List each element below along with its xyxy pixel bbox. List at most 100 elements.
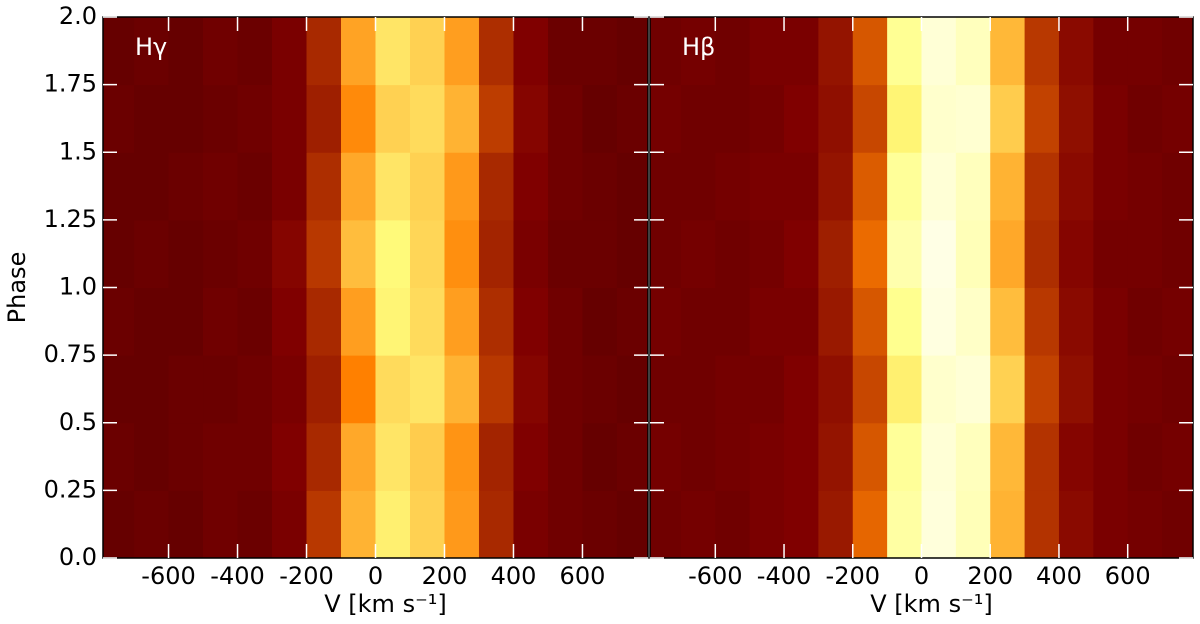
heatmap-cell	[990, 287, 1026, 356]
heatmap-cell	[818, 490, 854, 558]
heatmap-cell	[1127, 84, 1163, 153]
heatmap-cell	[306, 219, 342, 288]
heatmap-cell	[306, 17, 342, 86]
heatmap-cell	[921, 490, 957, 558]
heatmap-cell	[272, 287, 308, 356]
heatmap-cell	[818, 355, 854, 424]
heatmap-cell	[168, 219, 204, 288]
heatmap-cell	[1093, 219, 1129, 288]
heatmap-cell	[784, 355, 819, 424]
heatmap-cell	[582, 84, 618, 153]
y-tick-label: 1.25	[44, 205, 97, 233]
heatmap-cell	[616, 422, 648, 491]
heatmap-cell	[1162, 355, 1193, 424]
heatmap-cell	[237, 355, 273, 424]
heatmap-cell	[715, 17, 751, 86]
heatmap-cell	[887, 219, 922, 288]
heatmap-cell	[616, 219, 648, 288]
heatmap-cell	[444, 84, 480, 153]
heatmap-cell	[921, 355, 957, 424]
heatmap-cell	[852, 152, 888, 221]
heatmap-cell	[513, 355, 549, 424]
heatmap-cell	[1093, 152, 1129, 221]
heatmap-cell	[134, 17, 170, 86]
heatmap-cell	[547, 355, 583, 424]
heatmap-cell	[168, 17, 204, 86]
heatmap-cell	[818, 84, 854, 153]
x-tick-label: -200	[826, 562, 880, 590]
heatmap-cell	[547, 490, 583, 558]
heatmap-cell	[478, 219, 514, 288]
heatmap-cell	[1093, 355, 1129, 424]
heatmap-cell	[715, 152, 751, 221]
heatmap-cell	[1024, 219, 1060, 288]
heatmap-cell	[409, 84, 445, 153]
heatmap-cell	[444, 490, 480, 558]
x-tick-label: 400	[491, 562, 537, 590]
heatmap-cell	[1024, 84, 1060, 153]
heatmap-cell	[852, 17, 888, 86]
heatmap-cell	[1127, 287, 1163, 356]
heatmap-cell	[237, 152, 273, 221]
heatmap-cell	[478, 152, 514, 221]
heatmap-cell	[955, 84, 991, 153]
heatmap-cell	[409, 219, 445, 288]
heatmap-cell	[547, 152, 583, 221]
heatmap-cell	[547, 84, 583, 153]
heatmap-cell	[955, 355, 991, 424]
heatmap-cell	[306, 84, 342, 153]
heatmap-cell	[103, 490, 135, 558]
heatmap-cell	[887, 355, 922, 424]
heatmap-cell	[582, 152, 618, 221]
heatmap-cell	[134, 490, 170, 558]
heatmap-cell	[341, 84, 376, 153]
heatmap-cell	[582, 422, 618, 491]
heatmap-cell	[375, 422, 411, 491]
heatmap-cell	[784, 422, 819, 491]
y-tick-label: 1.75	[44, 70, 97, 98]
heatmap-cell	[1024, 287, 1060, 356]
heatmap	[650, 17, 1193, 558]
heatmap-cell	[1127, 152, 1163, 221]
heatmap-cell	[272, 17, 308, 86]
heatmap-cell	[1093, 490, 1129, 558]
heatmap-cell	[203, 490, 239, 558]
heatmap-cell	[1024, 422, 1060, 491]
heatmap-cell	[409, 422, 445, 491]
heatmap-cell	[582, 287, 618, 356]
heatmap-cell	[680, 152, 716, 221]
heatmap-cell	[168, 355, 204, 424]
x-tick-label: 600	[1105, 562, 1151, 590]
heatmap-cell	[749, 219, 785, 288]
heatmap-cell	[749, 355, 785, 424]
heatmap-cell	[582, 17, 618, 86]
heatmap-cell	[921, 219, 957, 288]
heatmap-cell	[134, 84, 170, 153]
heatmap-cell	[921, 287, 957, 356]
heatmap-cell	[103, 152, 135, 221]
heatmap-cell	[409, 17, 445, 86]
heatmap-cell	[582, 490, 618, 558]
heatmap-cell	[409, 152, 445, 221]
heatmap-cell	[1058, 17, 1094, 86]
heatmap-cell	[513, 152, 549, 221]
x-axis-label: V [km s⁻¹]	[870, 590, 992, 618]
heatmap-cell	[478, 84, 514, 153]
heatmap-cell	[306, 355, 342, 424]
heatmap-cell	[444, 355, 480, 424]
heatmap-cell	[887, 490, 922, 558]
heatmap-cell	[582, 355, 618, 424]
heatmap-cell	[547, 219, 583, 288]
heatmap-cell	[103, 219, 135, 288]
heatmap-cell	[784, 84, 819, 153]
heatmap-cell	[650, 17, 682, 86]
heatmap-cell	[306, 287, 342, 356]
heatmap-cell	[375, 287, 411, 356]
heatmap-cell	[1093, 287, 1129, 356]
heatmap-cell	[168, 287, 204, 356]
heatmap-cell	[852, 355, 888, 424]
heatmap-cell	[237, 490, 273, 558]
heatmap-cell	[990, 219, 1026, 288]
heatmap-cell	[921, 422, 957, 491]
